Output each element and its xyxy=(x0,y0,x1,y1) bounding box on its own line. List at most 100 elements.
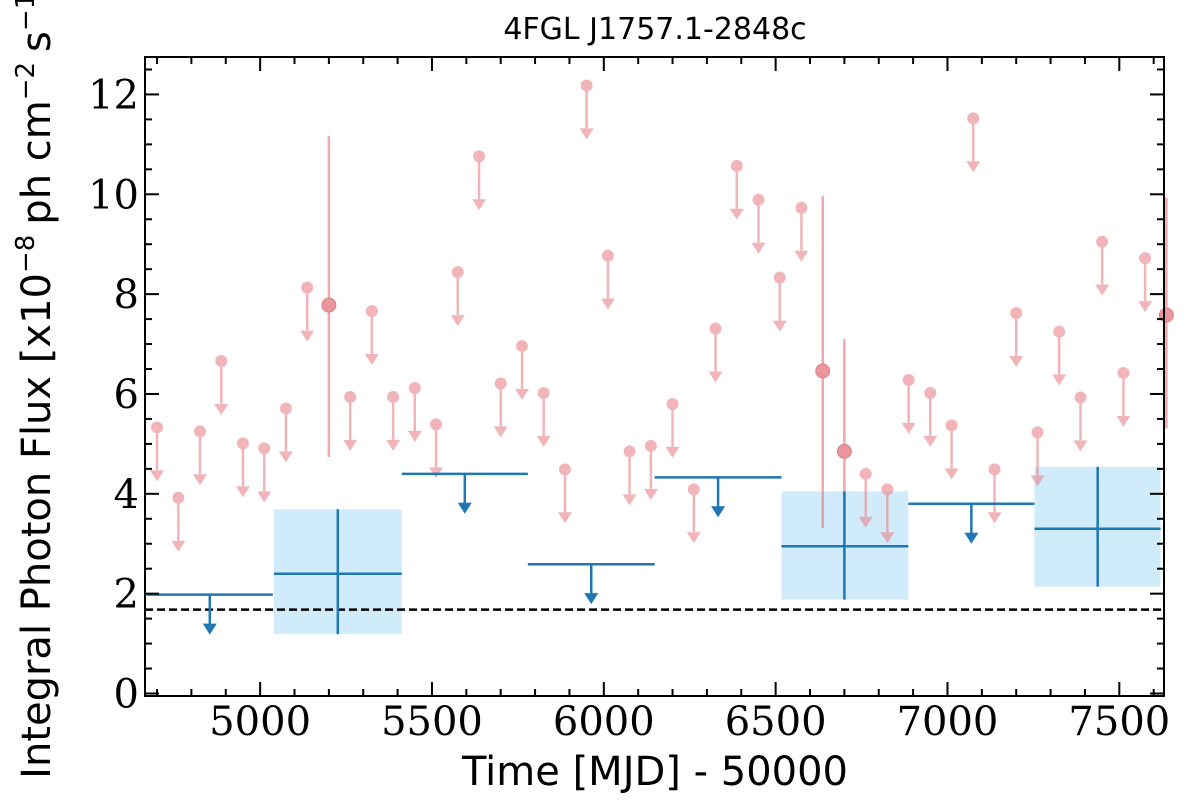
short-bin-upper-limit-6 xyxy=(278,402,293,463)
short-bin-upper-limit-14 xyxy=(472,150,487,211)
y-tick-label-6: 12 xyxy=(88,72,139,118)
short-bin-upper-limit-31 xyxy=(880,483,895,544)
short-bin-ul-point-4 xyxy=(236,437,249,450)
short-bin-ul-point-34 xyxy=(945,419,958,432)
y-tick-label-1: 2 xyxy=(114,572,139,618)
long-bin-ul-arrow-0 xyxy=(202,623,217,635)
short-bin-ul-point-19 xyxy=(580,79,593,92)
short-bin-det-point-1 xyxy=(815,363,831,379)
short-bin-upper-limit-41 xyxy=(1095,235,1110,296)
short-bin-upper-limit-33 xyxy=(923,386,938,447)
short-bin-ul-point-9 xyxy=(365,305,378,318)
short-bin-ul-arrow-37 xyxy=(1009,356,1024,368)
short-bin-ul-arrow-36 xyxy=(987,512,1002,524)
chart-title: 4FGL J1757.1-2848c xyxy=(503,12,806,47)
y-axis-label-unit-a: ph cm xyxy=(14,100,60,224)
x-tick-label-5: 7500 xyxy=(1068,699,1170,745)
short-bin-upper-limit-9 xyxy=(364,305,379,366)
short-bin-ul-point-42 xyxy=(1117,367,1130,380)
short-bin-ul-point-32 xyxy=(902,373,915,386)
short-bin-upper-limit-3 xyxy=(214,355,229,415)
short-bin-ul-point-0 xyxy=(151,421,164,434)
y-axis-label-exp2: −2 xyxy=(11,62,41,100)
short-bin-ul-arrow-43 xyxy=(1138,301,1153,313)
short-bin-ul-point-31 xyxy=(881,483,894,496)
short-bin-upper-limit-32 xyxy=(901,373,916,434)
short-bin-ul-arrow-35 xyxy=(966,161,981,173)
short-bin-ul-point-24 xyxy=(687,483,700,496)
short-bin-ul-arrow-39 xyxy=(1052,374,1067,386)
short-bin-upper-limit-1 xyxy=(171,491,186,552)
short-bin-upper-limit-39 xyxy=(1052,325,1067,386)
short-bin-upper-limit-15 xyxy=(493,377,508,438)
short-bin-upper-limit-17 xyxy=(536,386,551,447)
short-bin-upper-limit-43 xyxy=(1138,252,1153,313)
short-bin-ul-point-28 xyxy=(773,271,786,284)
long-bin-detection-2 xyxy=(1034,466,1161,587)
short-bin-ul-point-36 xyxy=(988,463,1001,476)
short-bin-ul-arrow-0 xyxy=(150,470,165,482)
short-bin-upper-limit-26 xyxy=(729,159,744,220)
short-bin-ul-arrow-40 xyxy=(1073,440,1088,452)
short-bin-ul-arrow-19 xyxy=(579,128,594,140)
y-tick-label-4: 8 xyxy=(114,272,139,318)
short-bin-upper-limit-42 xyxy=(1116,367,1131,427)
y-axis-label-exp3: −1 xyxy=(11,0,41,31)
short-bin-upper-limit-27 xyxy=(751,193,766,254)
long-bin-detection-1 xyxy=(781,491,909,600)
short-bin-ul-point-22 xyxy=(644,439,657,452)
long-bin-ul-arrow-2 xyxy=(584,593,599,605)
short-bin-ul-arrow-7 xyxy=(300,330,315,342)
short-bin-det-point-0 xyxy=(321,297,337,313)
short-bin-ul-arrow-3 xyxy=(214,403,229,415)
plot-frame xyxy=(144,56,1165,697)
short-bin-ul-arrow-5 xyxy=(257,491,272,503)
short-bin-ul-arrow-24 xyxy=(686,532,701,544)
short-bin-ul-arrow-25 xyxy=(708,371,723,383)
short-bin-ul-arrow-27 xyxy=(751,242,766,254)
short-bin-upper-limit-35 xyxy=(966,112,981,173)
y-tick-label-5: 10 xyxy=(88,172,139,218)
short-bin-ul-arrow-26 xyxy=(729,208,744,220)
short-bin-ul-point-11 xyxy=(408,381,421,394)
short-bin-ul-arrow-18 xyxy=(557,512,572,524)
short-bin-ul-point-8 xyxy=(344,390,357,403)
short-bin-ul-arrow-32 xyxy=(901,422,916,434)
short-bin-ul-point-33 xyxy=(924,386,937,399)
short-bin-ul-arrow-14 xyxy=(472,199,487,211)
short-bin-ul-arrow-10 xyxy=(386,439,401,451)
short-bin-ul-point-41 xyxy=(1096,235,1109,248)
y-tick-label-2: 4 xyxy=(114,472,139,518)
short-bin-ul-point-35 xyxy=(967,112,980,125)
short-bin-ul-arrow-13 xyxy=(450,315,465,327)
short-bin-ul-point-15 xyxy=(494,377,507,390)
short-bin-upper-limit-13 xyxy=(450,266,465,327)
short-bin-ul-arrow-21 xyxy=(622,494,637,506)
short-bin-upper-limit-36 xyxy=(987,463,1002,524)
short-bin-upper-limit-19 xyxy=(579,79,594,140)
short-bin-ul-arrow-29 xyxy=(794,250,809,262)
short-bin-ul-point-17 xyxy=(537,386,550,399)
long-bin-ul-arrow-3 xyxy=(711,506,726,518)
long-bin-upper-limit-1 xyxy=(401,472,528,514)
short-bin-ul-point-23 xyxy=(666,397,679,410)
short-bin-upper-limit-12 xyxy=(429,418,444,479)
x-tick-label-3: 6500 xyxy=(725,699,827,745)
short-bin-ul-point-26 xyxy=(730,159,743,172)
short-bin-ul-point-38 xyxy=(1031,426,1044,439)
short-bin-ul-arrow-38 xyxy=(1030,475,1045,487)
long-bin-upper-limit-2 xyxy=(527,562,655,605)
short-bin-upper-limit-8 xyxy=(343,390,358,451)
short-bin-ul-point-3 xyxy=(215,355,228,368)
short-bin-ul-arrow-6 xyxy=(278,451,293,463)
short-bin-ul-point-39 xyxy=(1053,325,1066,338)
short-bin-ul-point-43 xyxy=(1139,252,1152,265)
short-bin-ul-arrow-31 xyxy=(880,532,895,544)
short-bin-ul-point-14 xyxy=(473,150,486,163)
x-axis-label: Time [MJD] - 50000 xyxy=(461,749,848,795)
y-tick-label-3: 6 xyxy=(114,372,139,418)
short-bin-ul-point-29 xyxy=(795,201,808,214)
short-bin-upper-limit-2 xyxy=(192,425,207,486)
x-tick-label-1: 5500 xyxy=(381,699,483,745)
